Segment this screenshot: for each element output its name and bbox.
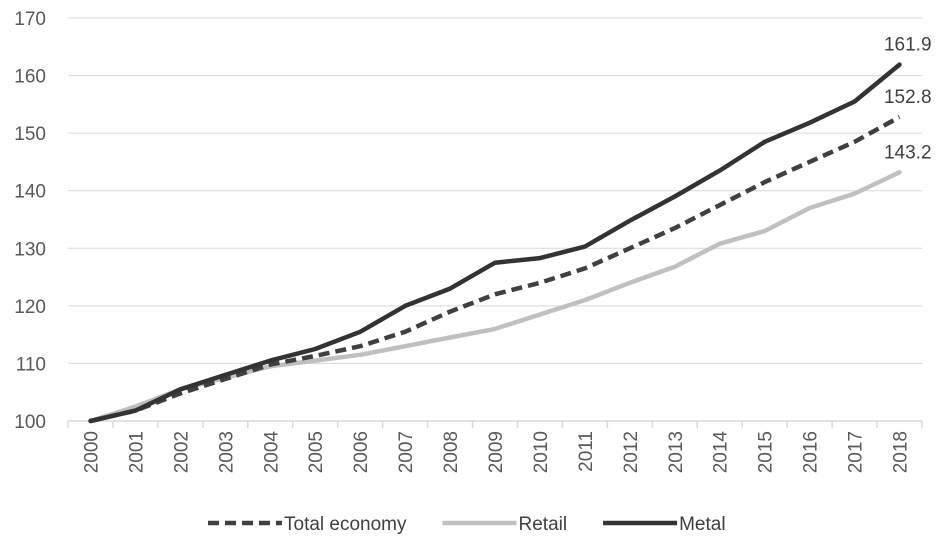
series-line-total-economy (89, 115, 901, 424)
legend-label-retail: Retail (519, 514, 568, 535)
series-line-metal (88, 62, 902, 424)
y-axis-tick-labels: 100 110 120 130 140 150 160 170 (14, 9, 46, 433)
x-tick-label: 2008 (441, 431, 462, 473)
x-tick-label: 2011 (576, 431, 597, 472)
x-tick-label: 2007 (396, 431, 417, 473)
x-tick-label: 2012 (621, 431, 642, 473)
y-tick-label: 120 (14, 297, 46, 318)
x-tick-label: 2018 (891, 431, 912, 473)
end-label-retail: 143.2 (884, 142, 932, 163)
y-tick-label: 150 (14, 124, 46, 145)
y-tick-label: 160 (14, 67, 46, 88)
x-tick-label: 2010 (531, 431, 552, 473)
x-tick-label: 2001 (126, 431, 147, 473)
gridlines (68, 17, 922, 364)
end-value-labels: 152.8 143.2 161.9 (884, 35, 932, 164)
legend: Total economy Retail Metal (208, 514, 726, 535)
y-tick-label: 110 (16, 354, 46, 375)
legend-label-metal: Metal (679, 514, 725, 535)
x-axis-tick-labels: 2000 2001 2002 2003 2004 2005 2006 2007 2008 2009… (81, 431, 911, 474)
end-label-total-economy: 152.8 (884, 87, 932, 108)
x-tick-label: 2017 (846, 431, 867, 473)
x-axis (67, 420, 923, 428)
x-tick-label: 2006 (351, 431, 372, 473)
x-tick-label: 2014 (711, 431, 732, 474)
x-tick-label: 2016 (801, 431, 822, 473)
x-tick-label: 2005 (306, 431, 327, 473)
x-tick-label: 2003 (216, 431, 237, 473)
x-tick-label: 2000 (81, 431, 102, 473)
x-tick-label: 2015 (756, 431, 777, 473)
series-lines (88, 62, 902, 424)
x-tick-label: 2009 (486, 431, 507, 473)
x-tick-label: 2002 (171, 431, 192, 473)
y-tick-label: 140 (14, 182, 46, 203)
legend-label-total-economy: Total economy (284, 514, 407, 535)
x-tick-label: 2004 (261, 431, 282, 474)
y-tick-label: 100 (14, 412, 46, 433)
y-tick-label: 170 (14, 9, 46, 30)
x-tick-label: 2013 (666, 431, 687, 473)
end-label-metal: 161.9 (884, 35, 932, 56)
y-tick-label: 130 (14, 239, 46, 260)
